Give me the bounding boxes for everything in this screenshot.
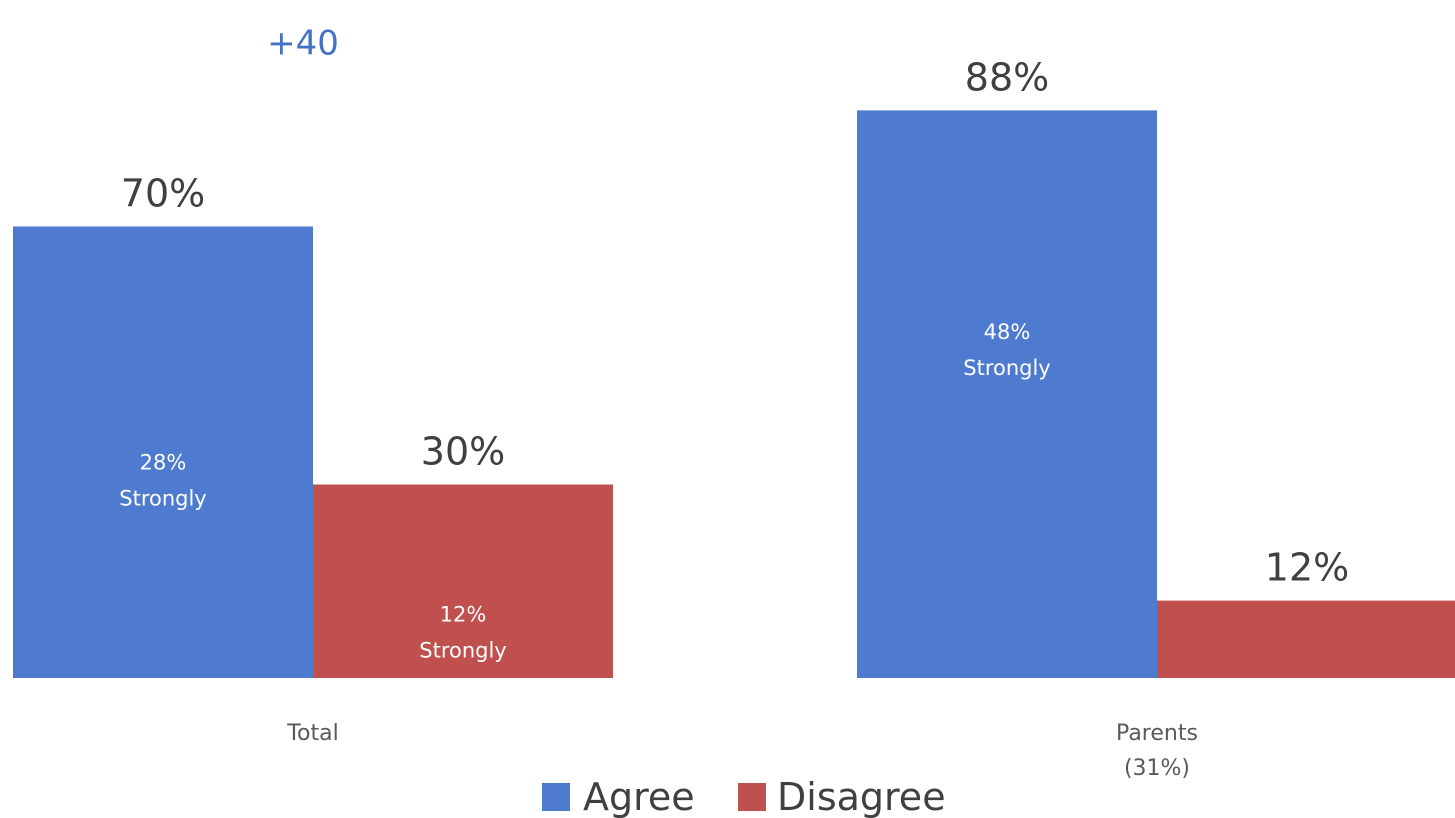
value-label-agree-1: 88% — [965, 55, 1049, 99]
strongly-label-agree-1-0: 48% — [984, 320, 1031, 344]
strongly-label-agree-0-0: 28% — [140, 450, 187, 474]
strongly-label-agree-1-1: Strongly — [963, 356, 1051, 380]
bar-disagree-0 — [313, 484, 613, 678]
bar-disagree-1 — [1157, 600, 1455, 678]
strongly-label-disagree-0-1: Strongly — [419, 639, 507, 663]
value-label-agree-0: 70% — [121, 172, 205, 216]
category-label-0-0: Total — [286, 721, 338, 746]
strongly-label-agree-0-1: Strongly — [119, 486, 207, 510]
legend-label-disagree: Disagree — [777, 775, 946, 818]
value-label-disagree-1: 12% — [1265, 546, 1349, 590]
category-label-1-1: (31%) — [1124, 756, 1190, 781]
value-label-disagree-0: 30% — [421, 430, 505, 474]
category-label-1-0: Parents — [1116, 721, 1198, 746]
net-label-0: +40 — [267, 24, 339, 64]
bar-agree-1 — [857, 110, 1157, 678]
bar-agree-0 — [13, 226, 313, 678]
legend-label-agree: Agree — [583, 775, 695, 818]
strongly-label-disagree-0-0: 12% — [440, 603, 487, 627]
legend-swatch-disagree — [738, 783, 766, 811]
legend-swatch-agree — [542, 783, 570, 811]
